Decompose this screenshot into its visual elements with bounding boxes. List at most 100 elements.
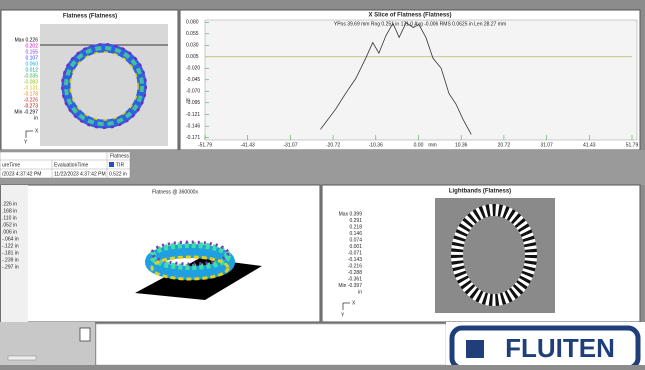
x-tick-label: -10.36 [369,142,383,148]
x-tick-label: -20.72 [326,142,340,148]
scale-label: 0.107 [25,55,38,61]
logo-text: FLUITEN [505,333,615,363]
logo-mark [466,340,484,358]
scale-label: -0.178 [24,91,38,97]
data-line [320,22,472,135]
table-column: TIR [116,162,124,168]
scale-column [1,185,28,322]
scale-label: -.181 in [2,250,19,256]
scale-label: in [358,289,362,295]
scale-label: -.297 in [2,264,19,270]
scale-label: -0.216 [348,263,362,269]
y-tick-label: 0.030 [186,43,199,49]
y-tick-label: 0.080 [186,20,199,26]
y-tick-label: -0.070 [186,89,200,95]
message-area [95,323,447,366]
scale-label: Min -0.397 [338,283,362,289]
dock-button[interactable] [79,327,91,342]
scale-label: 0.001 [349,244,362,250]
ring-detail [64,46,144,126]
scale-label: 0.012 [25,67,38,73]
chart-title: X Slice of Flatness (Flatness) [368,13,451,19]
y-tick-label: 0.055 [186,31,199,37]
scale-label: .110 in [2,215,17,221]
table-cell: 11/22/2023 4:37:42 PM [54,171,106,177]
scale-label: Min -0.297 [14,109,38,115]
scale-label: -.064 in [2,236,19,242]
x-tick-label: -31.07 [283,142,297,148]
scale-label: 0.218 [349,224,362,230]
axis-label: Y [24,139,28,145]
x-tick-label: 31.07 [540,142,553,148]
surface-ring [145,244,235,280]
y-tick-label: -0.095 [186,100,200,106]
scale-label: .226 in [2,201,17,207]
scale-label: 0.155 [25,49,38,55]
panel-title: Lightbands (Flatness) [449,189,511,195]
scale-label: -0.361 [348,276,362,282]
scale-label: -0.131 [24,85,38,91]
scale-label: 0.291 [349,218,362,224]
scale-label: -0.226 [24,97,38,103]
axis-label: X [352,300,356,306]
x-tick-label: 0.00 [414,142,424,148]
table-cell: /2023 4:37:42 PM [2,171,41,177]
panel-title: Flatness @ 360000x [152,189,198,195]
scale-label: .052 in [2,222,17,228]
y-tick-label: -0.171 [186,135,200,141]
scale-label: -.122 in [2,243,19,249]
ring-detail [61,43,147,129]
x-tick-label: -41.43 [241,142,255,148]
scale-label: -0.071 [348,250,362,256]
chart-subtitle: YPos 39.69 mm Rng 0.251 in 171.0 Avg -0.… [334,21,506,27]
slice-chart: 0.080 0.055 0.030 0.005 -0.020 -0.045 -0.070 -0… [186,20,638,149]
ring-detail [69,51,139,121]
x-tick-label: 41.43 [583,142,596,148]
results-table [0,151,131,179]
scale: .226 in.168 in.110 in.052 in.006 in-.064… [2,201,19,270]
y-tick-label: -0.020 [186,66,200,72]
scale-label: .168 in [2,208,17,214]
plot-area [204,19,638,141]
axis-label: Y [341,312,345,318]
panel-title: Flatness (Flatness) [63,14,117,20]
scale-label: 0.074 [349,237,362,243]
scale-label: Max 0.399 [339,211,363,217]
surface-ring [149,242,231,270]
scale-label: 0.202 [25,43,38,49]
scale-label: Max 0.226 [15,37,39,43]
x-tick-label: -51.79 [198,142,212,148]
surface-ring [150,255,230,281]
table-cell: 0.522 in [109,171,127,177]
scale-label: .006 in [2,229,17,235]
surface-ring [150,240,230,266]
y-axis-label: in [186,97,190,103]
x-tick-label: 10.36 [455,142,468,148]
axis-label: X [35,128,39,134]
table-column: ureTime [2,162,20,168]
scale-label: -0.083 [24,79,38,85]
y-tick-label: -0.045 [186,77,200,83]
table-header: Flatness [110,153,129,159]
y-tick-label: 0.005 [186,54,199,60]
y-tick-label: -0.146 [186,124,200,130]
table-column: EvaluationTime [54,162,88,168]
y-tick-label: -0.121 [186,112,200,118]
scale-label: -0.273 [24,103,38,109]
scale: Max 0.3990.2910.2180.1460.0740.001-0.071… [338,211,362,295]
x-axis-label: mm [428,142,436,148]
tir-icon [109,162,114,167]
scale-label: -0.143 [348,257,362,263]
scale-label: in [34,115,38,121]
fringe-ring [451,204,537,306]
scale-label: -0.288 [348,270,362,276]
scale-label: 0.060 [25,61,38,67]
x-tick-label: 20.72 [498,142,511,148]
scale-label: -0.035 [24,73,38,79]
scale-label: 0.146 [349,231,362,237]
scrollbar[interactable] [7,355,37,361]
scale-label: -.239 in [2,257,19,263]
x-tick-label: 51.79 [626,142,639,148]
